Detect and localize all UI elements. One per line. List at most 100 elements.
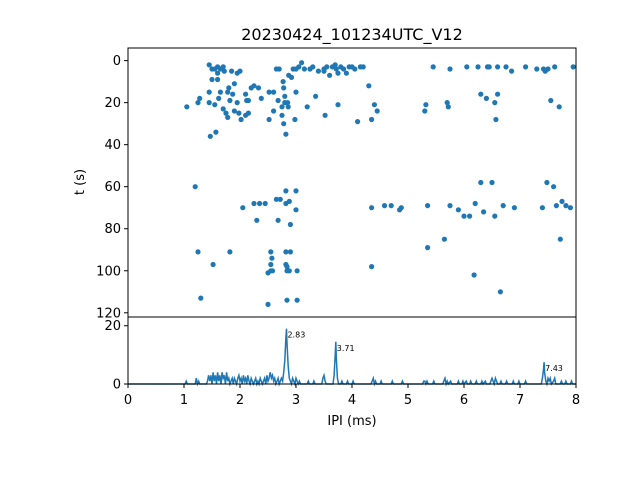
scatter-point	[493, 116, 499, 123]
scatter-points	[184, 60, 576, 307]
scatter-point	[275, 217, 281, 223]
histogram-x-axis: 0 1 2 3 4 5 6 7 8	[124, 384, 580, 408]
scatter-point	[206, 100, 212, 106]
histogram-y-axis: 0 20	[104, 319, 128, 393]
scatter-point	[265, 301, 271, 307]
scatter-point	[369, 205, 375, 211]
scatter-y-tick-label: 0	[113, 54, 121, 69]
scatter-point	[304, 104, 310, 110]
histogram-peak-label: 7.43	[545, 364, 563, 373]
scatter-point	[430, 64, 436, 70]
scatter-point	[553, 203, 560, 209]
scatter-point	[388, 203, 394, 209]
scatter-y-axis-label: t (s)	[73, 169, 88, 195]
scatter-point	[287, 221, 293, 228]
scatter-point	[268, 261, 274, 268]
scatter-point	[495, 91, 501, 97]
scatter-point	[223, 110, 229, 116]
scatter-point	[286, 198, 292, 204]
scatter-point	[360, 64, 366, 70]
scatter-point	[467, 213, 473, 219]
scatter-point	[341, 66, 347, 72]
scatter-point	[333, 66, 339, 72]
scatter-point	[296, 64, 302, 70]
scatter-point	[240, 205, 246, 211]
scatter-point	[269, 268, 276, 274]
scatter-point	[483, 95, 489, 101]
scatter-point	[245, 110, 251, 116]
scatter-point	[471, 272, 477, 278]
scatter-point	[511, 205, 517, 211]
scatter-point	[184, 104, 190, 110]
histogram-x-tick-label: 1	[180, 393, 188, 408]
scatter-point	[210, 261, 216, 268]
scatter-point	[545, 66, 551, 72]
scatter-point	[552, 64, 558, 70]
histogram-line	[128, 328, 576, 387]
scatter-point	[332, 62, 338, 68]
scatter-point	[257, 200, 263, 207]
scatter-point	[198, 295, 204, 301]
scatter-point	[293, 89, 299, 95]
scatter-point	[286, 268, 292, 274]
scatter-point	[255, 85, 262, 91]
scatter-y-tick-label: 100	[96, 264, 121, 279]
scatter-point	[258, 95, 264, 101]
scatter-point	[271, 89, 277, 95]
scatter-point	[292, 116, 298, 123]
scatter-point	[335, 70, 341, 76]
scatter-point	[220, 64, 226, 70]
histogram-x-axis-label: IPI (ms)	[327, 414, 376, 429]
scatter-point	[567, 205, 574, 211]
scatter-point	[324, 64, 330, 70]
scatter-point	[238, 116, 244, 123]
scatter-point	[534, 66, 540, 72]
scatter-point	[492, 213, 498, 219]
scatter-point	[461, 213, 467, 219]
scatter-point	[445, 104, 451, 110]
scatter-point	[327, 72, 333, 78]
scatter-point	[215, 70, 221, 76]
scatter-point	[243, 91, 249, 97]
scatter-point	[283, 188, 289, 194]
scatter-point	[251, 200, 257, 207]
scatter-point	[299, 60, 305, 66]
scatter-point	[206, 62, 212, 68]
scatter-point	[497, 289, 503, 295]
histogram-frame	[127, 316, 577, 385]
scatter-point	[313, 93, 319, 99]
scatter-point	[423, 102, 429, 108]
scatter-point	[280, 79, 286, 85]
histogram-x-tick-label: 5	[404, 393, 412, 408]
scatter-point	[225, 114, 231, 120]
histogram-x-tick-label: 2	[236, 393, 244, 408]
scatter-point	[464, 64, 470, 70]
histogram-y-tick-label: 20	[104, 319, 121, 334]
scatter-point	[215, 76, 221, 83]
scatter-point	[236, 110, 242, 116]
histogram-peak-labels: 2.83 3.71 7.43	[287, 331, 562, 374]
scatter-point	[557, 236, 563, 242]
scatter-point	[478, 91, 484, 97]
scatter-point	[455, 207, 461, 213]
scatter-point	[293, 207, 299, 213]
scatter-point	[285, 100, 291, 106]
scatter-point	[570, 64, 576, 70]
scatter-point	[478, 179, 484, 186]
scatter-point	[276, 66, 282, 72]
scatter-point	[444, 100, 450, 106]
scatter-point	[254, 217, 260, 223]
scatter-point	[281, 85, 287, 91]
scatter-point	[321, 68, 327, 74]
scatter-point	[509, 68, 515, 74]
scatter-point	[294, 297, 300, 303]
scatter-point	[551, 184, 557, 190]
scatter-point	[279, 104, 285, 110]
scatter-point	[281, 121, 287, 127]
scatter-point	[287, 249, 293, 255]
scatter-point	[227, 97, 233, 104]
scatter-point	[294, 268, 300, 274]
scatter-point	[212, 102, 218, 108]
scatter-point	[322, 112, 328, 118]
